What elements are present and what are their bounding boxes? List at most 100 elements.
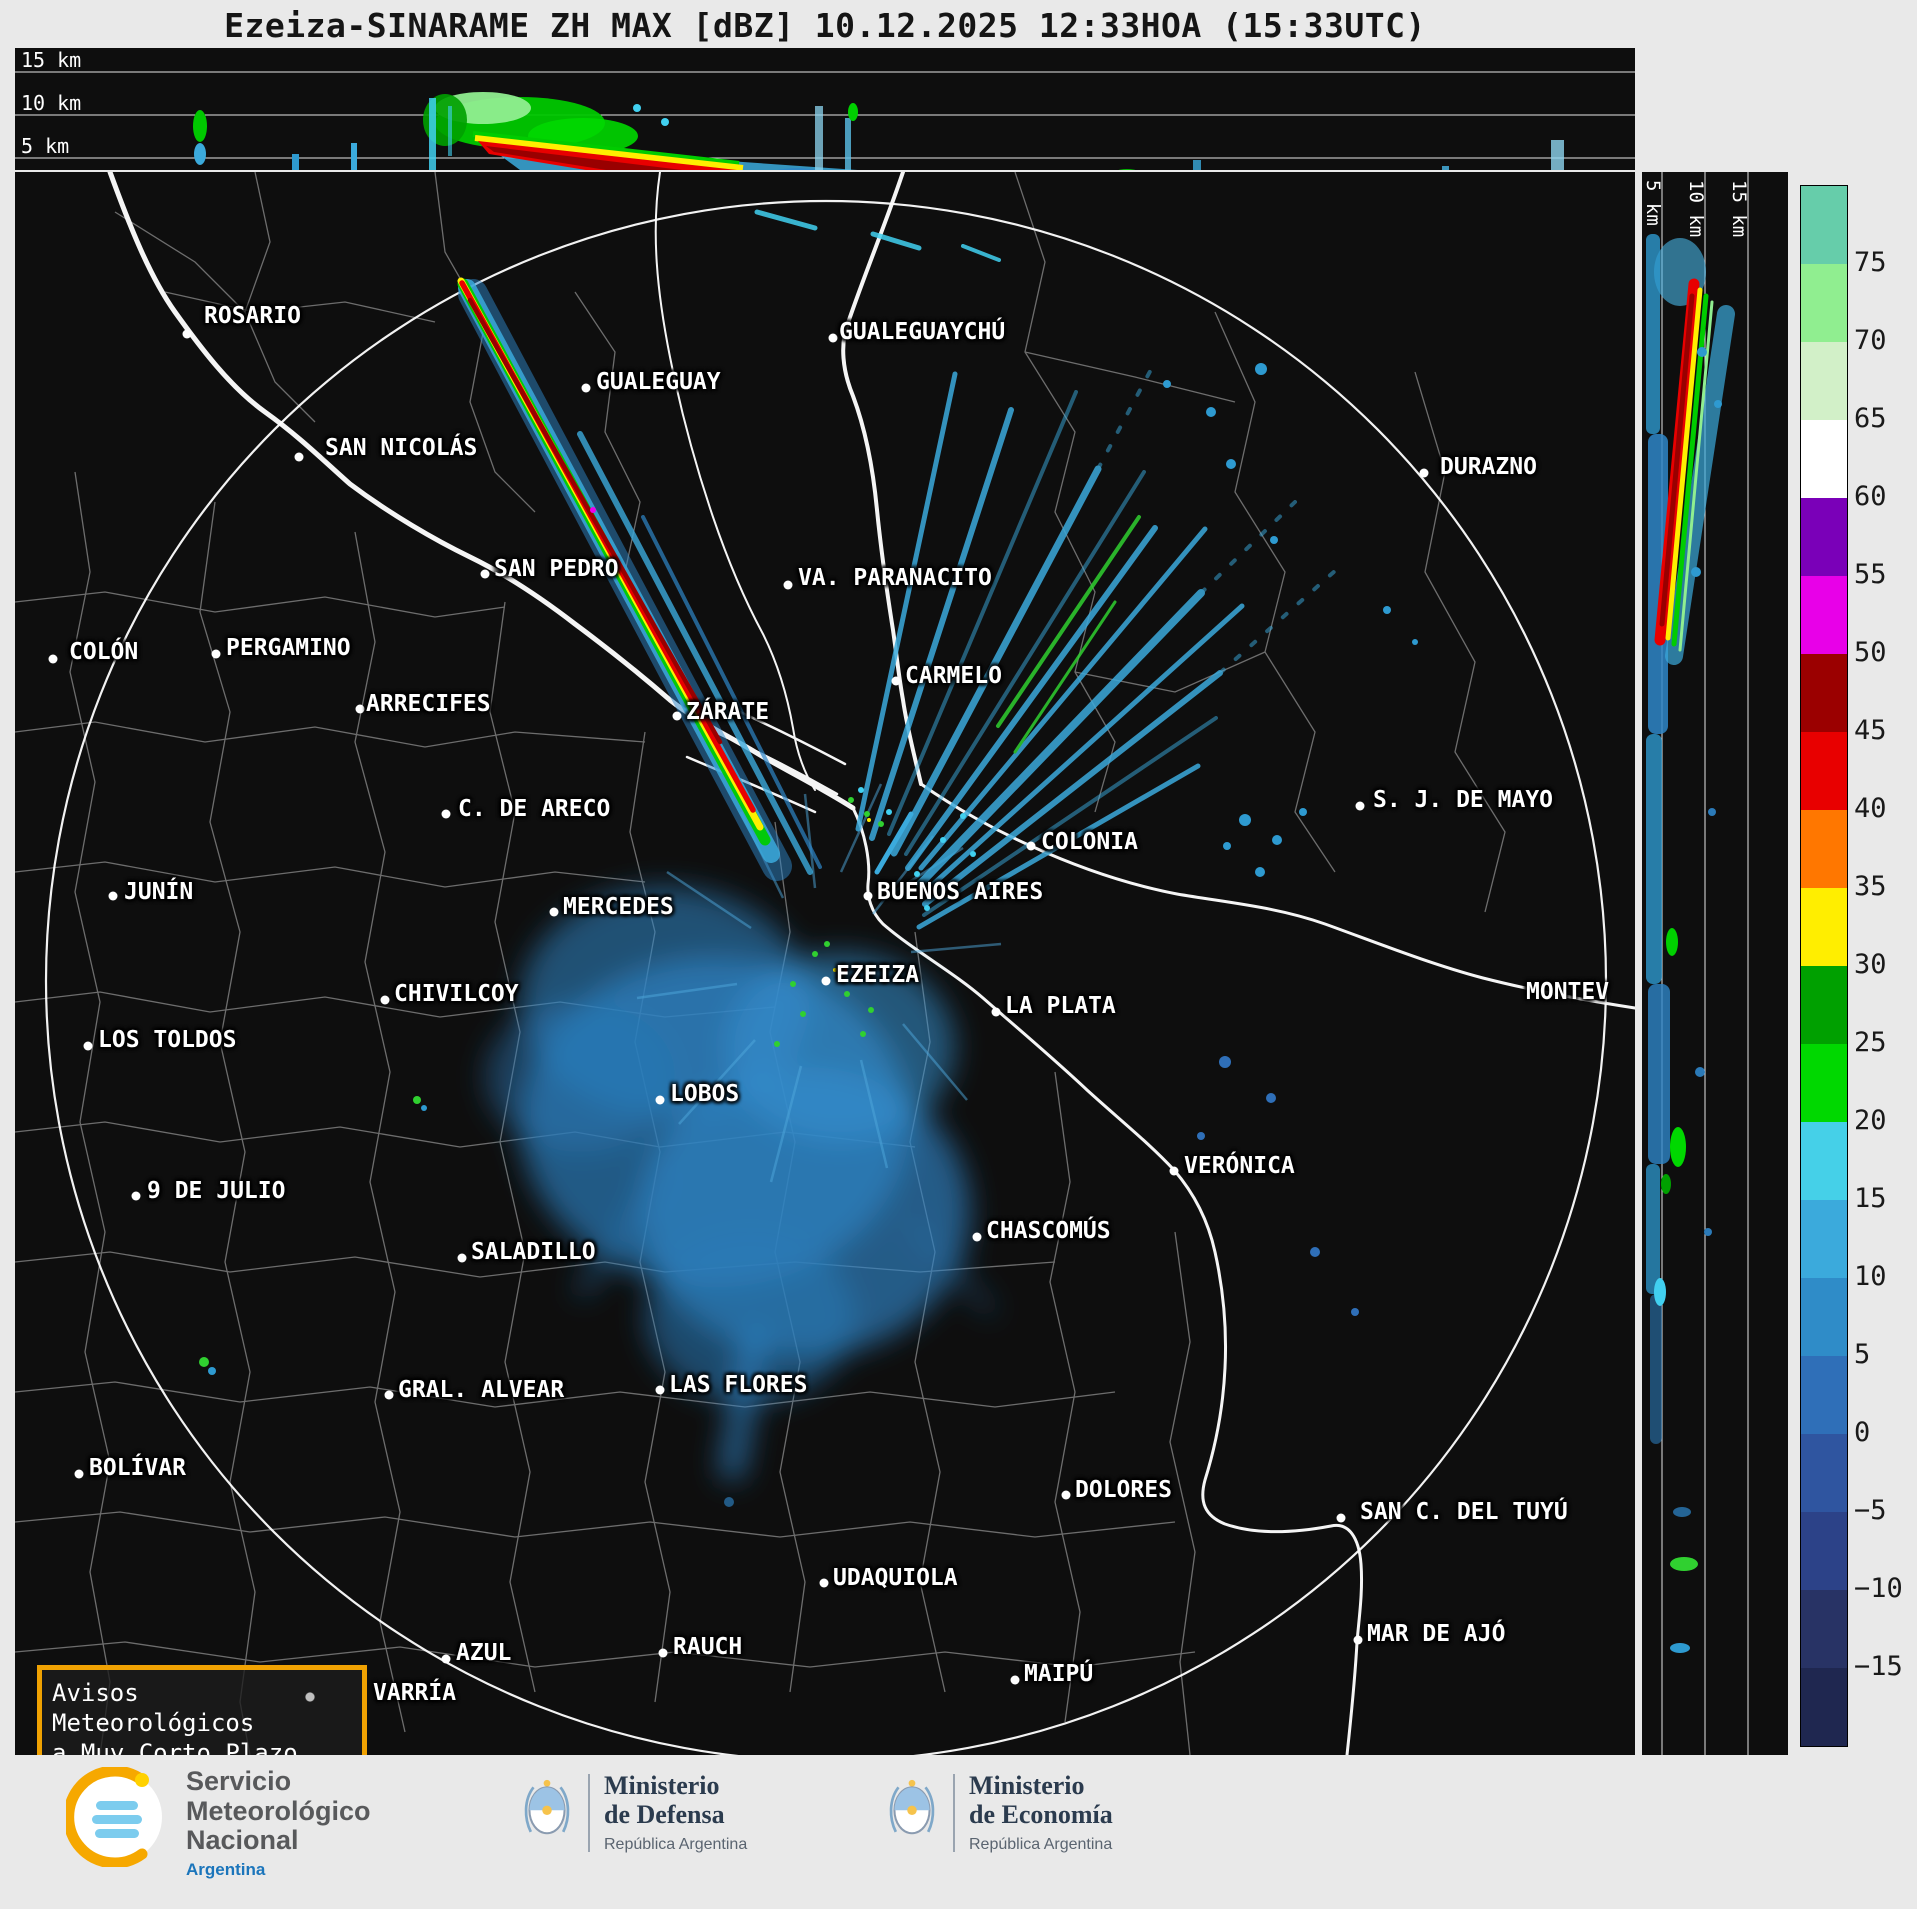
city-dot — [991, 1007, 1001, 1017]
city-dot — [380, 995, 390, 1005]
city-label: 9 DE JULIO — [147, 1178, 286, 1204]
product-title: Ezeiza-SINARAME ZH MAX [dBZ] 10.12.2025 … — [224, 6, 1426, 45]
footer: Servicio Meteorológico Nacional Argentin… — [0, 1755, 1917, 1909]
colorbar-tick-label: 5 — [1854, 1339, 1871, 1370]
defensa-sub: República Argentina — [604, 1836, 748, 1854]
city-label: BOLÍVAR — [89, 1455, 186, 1481]
city-label: MAIPÚ — [1024, 1661, 1094, 1687]
city-label: BUENOS AIRES — [877, 879, 1044, 905]
city-dot — [783, 580, 793, 590]
economia-sub: República Argentina — [969, 1836, 1113, 1854]
city-label: ARRECIFES — [366, 691, 491, 717]
altitude-label-10km: 10 km — [21, 91, 82, 115]
city-dot — [1336, 1513, 1346, 1523]
colorbar-tick-label: 65 — [1854, 403, 1887, 434]
city-label: MAR DE AJÓ — [1367, 1621, 1506, 1647]
divider — [953, 1773, 955, 1852]
colorbar-segment — [1801, 732, 1847, 810]
colorbar-segment — [1801, 1434, 1847, 1512]
city-label: LAS FLORES — [669, 1372, 808, 1398]
city-dot — [182, 329, 192, 339]
city-label: C. DE ARECO — [458, 796, 611, 822]
city-dot — [655, 1095, 665, 1105]
city-dot — [1355, 801, 1365, 811]
colorbar-tick-label: 10 — [1854, 1261, 1887, 1292]
colorbar-segment — [1801, 966, 1847, 1044]
altitude-label-5km-vertical: 5 km — [1642, 180, 1664, 226]
city-dot — [294, 452, 304, 462]
smn-wordmark: Servicio Meteorológico Nacional Argentin… — [186, 1766, 371, 1880]
city-label: LOS TOLDOS — [98, 1027, 237, 1053]
colorbar-tick-label: 75 — [1854, 247, 1887, 278]
colorbar-tick-label: 20 — [1854, 1105, 1887, 1136]
city-label: COLÓN — [69, 639, 139, 665]
city-label: S. J. DE MAYO — [1373, 787, 1554, 813]
city-label: CHIVILCOY — [394, 981, 519, 1007]
city-label: VARRÍA — [373, 1680, 457, 1706]
smn-logo-block: Servicio Meteorológico Nacional Argentin… — [66, 1766, 371, 1880]
radar-range-ring — [45, 200, 1607, 1755]
city-dot — [480, 569, 490, 579]
city-dot — [1010, 1675, 1020, 1685]
city-dot — [549, 907, 559, 917]
city-label: SALADILLO — [471, 1239, 596, 1265]
weather-warnings-box: Avisos Meteorológicos a Muy Corto Plazo — [37, 1665, 367, 1755]
smn-line-1: Servicio — [186, 1766, 292, 1796]
city-label: COLONIA — [1041, 829, 1138, 855]
city-dot — [1169, 1166, 1179, 1176]
economia-line-1: Ministerio — [969, 1771, 1085, 1800]
colorbar-segment — [1801, 888, 1847, 966]
city-label: UDAQUIOLA — [833, 1565, 958, 1591]
colorbar-segment — [1801, 1668, 1847, 1746]
top-cross-section-panel: 15 km 10 km 5 km — [15, 48, 1635, 170]
city-label: LOBOS — [670, 1081, 740, 1107]
city-label: GUALEGUAY — [596, 369, 721, 395]
smn-logo-icon — [66, 1767, 162, 1867]
city-dot — [384, 1390, 394, 1400]
city-label: LA PLATA — [1005, 993, 1116, 1019]
echo-ne-fan — [855, 360, 1347, 930]
city-dot — [457, 1253, 467, 1263]
city-dot — [1419, 468, 1429, 478]
colorbar-segment — [1801, 420, 1847, 498]
altitude-label-15km: 15 km — [21, 48, 82, 72]
altitude-gridlines — [15, 71, 1635, 159]
city-dot — [863, 891, 873, 901]
city-dot — [74, 1469, 84, 1479]
city-label: AZUL — [456, 1640, 512, 1666]
city-dot — [1061, 1490, 1071, 1500]
argentina-coat-of-arms-icon — [524, 1779, 570, 1834]
altitude-label-10km-vertical: 10 km — [1685, 180, 1707, 238]
city-dot — [48, 654, 58, 664]
ministerio-defensa-block: Ministerio de Defensa República Argentin… — [520, 1771, 747, 1854]
city-label: PERGAMINO — [226, 635, 351, 661]
colorbar-tick-label: 45 — [1854, 715, 1887, 746]
smn-country: Argentina — [186, 1860, 266, 1880]
city-label: CHASCOMÚS — [986, 1218, 1111, 1244]
profile-echoes-right — [1646, 234, 1735, 1653]
city-label: SAN C. DEL TUYÚ — [1360, 1499, 1568, 1525]
city-dot — [821, 976, 831, 986]
argentina-coat-of-arms-icon — [889, 1779, 935, 1834]
city-dot — [1353, 1635, 1363, 1645]
colorbar-tick-label: −10 — [1854, 1573, 1903, 1604]
city-label: MERCEDES — [563, 894, 674, 920]
colorbar-tick-label: 30 — [1854, 949, 1887, 980]
echo-nnw-streak — [457, 277, 822, 881]
city-label: ZÁRATE — [686, 699, 770, 725]
altitude-label-15km-vertical: 15 km — [1728, 180, 1750, 238]
profile-echoes — [193, 92, 1564, 170]
city-label: SAN NICOLÁS — [325, 435, 478, 461]
city-label: ROSARIO — [204, 303, 301, 329]
colorbar-tick-label: 55 — [1854, 559, 1887, 590]
defensa-line-1: Ministerio — [604, 1771, 720, 1800]
city-label: CARMELO — [905, 663, 1002, 689]
city-dot — [211, 649, 221, 659]
right-cross-section-panel: 5 km 10 km 15 km — [1642, 172, 1788, 1755]
colorbar-tick-label: 15 — [1854, 1183, 1887, 1214]
warnings-line-2: a Muy Corto Plazo — [52, 1739, 298, 1755]
radar-map-panel: ROSARIO GUALEGUAYCHÚ GUALEGUAY SAN NICOLÁS D… — [15, 172, 1635, 1755]
colorbar-segment — [1801, 264, 1847, 342]
colorbar-tick-label: −15 — [1854, 1651, 1903, 1682]
colorbar-tick-label: 60 — [1854, 481, 1887, 512]
